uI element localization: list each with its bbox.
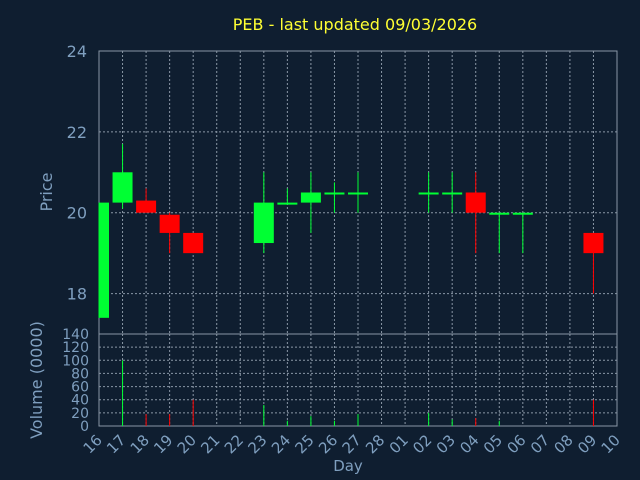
x-tick-label: 02 [409,431,435,457]
x-tick-label: 21 [197,431,223,457]
candle-body [99,202,109,318]
volume-y-tick-label: 60 [71,380,89,396]
x-tick-label: 07 [527,431,553,457]
candle-body [442,192,463,195]
x-tick-label: 06 [503,431,529,457]
candle-body [277,202,298,205]
x-tick-label: 20 [174,431,200,457]
volume-y-tick-label: 40 [71,393,89,409]
candle-body [348,192,368,195]
candle-body [512,212,533,215]
candle-body [136,200,157,213]
x-tick-label: 17 [103,431,129,457]
price-y-tick-label: 20 [67,204,87,223]
candle-body [253,202,274,244]
volume-y-tick-label: 20 [71,406,89,422]
candle-body [112,172,133,203]
x-tick-label: 22 [221,431,247,457]
candle-body [324,192,345,195]
candle-body [465,192,486,213]
candle-body [489,212,510,215]
x-tick-label: 28 [362,431,388,457]
candle-body [418,192,439,195]
candle-body [183,232,204,254]
volume-bars [122,360,594,426]
x-tick-label: 04 [456,431,482,457]
candle-body [583,232,604,254]
x-tick-label: 08 [551,431,577,457]
x-tick-label: 19 [150,431,176,457]
x-tick-label: 16 [80,431,106,457]
x-tick-label: 18 [127,431,153,457]
volume-y-tick-label: 140 [62,327,89,343]
x-tick-label: 01 [386,431,412,457]
x-tick-label: 25 [292,431,318,457]
volume-axis-label: Volume (0000) [27,321,46,439]
x-axis-ticks: 1617181920212223242526272801020304050607… [80,431,624,457]
price-y-tick-label: 18 [67,285,87,304]
x-tick-label: 05 [480,431,506,457]
x-tick-label: 09 [574,431,600,457]
candle-body [300,192,321,203]
x-tick-label: 10 [598,431,624,457]
x-tick-label: 23 [244,431,270,457]
price-y-tick-label: 22 [67,123,87,142]
candle-body [159,214,180,233]
x-tick-label: 27 [339,431,365,457]
x-axis-label: Day [333,457,363,475]
x-tick-label: 24 [268,431,294,457]
candlesticks [98,143,604,318]
volume-y-tick-label: 80 [71,366,89,382]
volume-y-tick-label: 0 [80,419,89,435]
volume-grid [98,333,618,427]
price-panel: 18 20 22 24 Price [37,42,618,335]
price-axis-label: Price [37,172,56,211]
x-tick-label: 26 [315,431,341,457]
price-y-ticks: 18 20 22 24 [67,42,87,304]
chart-title: PEB - last updated 09/03/2026 [233,15,477,34]
volume-y-tick-label: 100 [62,353,89,369]
x-tick-label: 03 [433,431,459,457]
price-y-tick-label: 24 [67,42,87,61]
volume-y-tick-label: 120 [62,340,89,356]
